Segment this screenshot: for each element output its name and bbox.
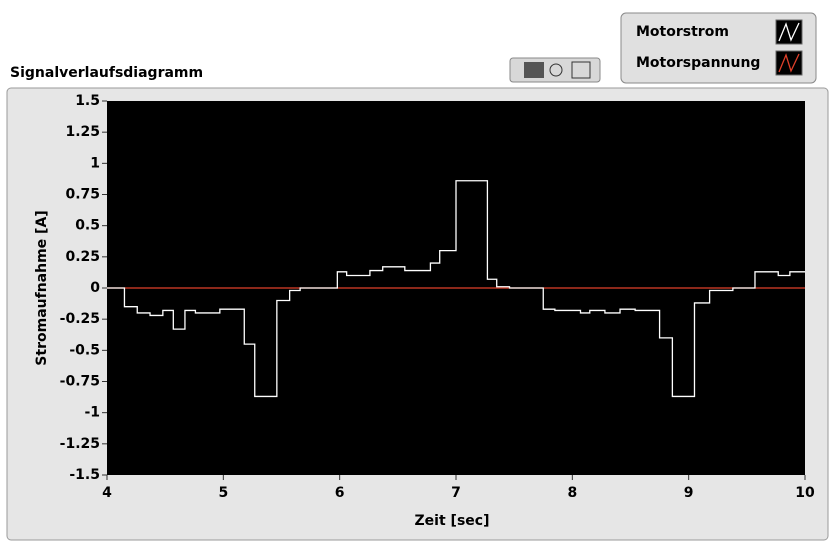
legend-line [778, 53, 800, 73]
zoom-tool[interactable] [549, 63, 563, 77]
y-tick-label: 0 [90, 280, 100, 296]
y-tick-label: -0.25 [60, 311, 100, 327]
data-line [107, 180, 805, 398]
y-tick-label: 1.5 [75, 93, 100, 109]
x-tick-label: 10 [795, 485, 815, 501]
y-tick-label: 0.5 [75, 218, 100, 234]
x-axis-label: Zeit [sec] [415, 513, 490, 529]
legend [620, 12, 817, 84]
y-tick-label: 0.25 [65, 249, 100, 265]
y-tick-label: 1 [90, 155, 100, 171]
x-tick-label: 8 [567, 485, 577, 501]
x-tick-label: 4 [102, 485, 112, 501]
y-tick-label: 0.75 [65, 187, 100, 203]
y-tick-label: -0.75 [60, 374, 100, 390]
x-tick-label: 6 [335, 485, 345, 501]
y-tick-label: -0.5 [69, 342, 100, 358]
pan-tool[interactable] [571, 61, 591, 79]
y-tick-label: -1.25 [60, 436, 100, 452]
legend-label: Motorspannung [636, 55, 760, 71]
graph-tools[interactable] [509, 57, 601, 83]
x-tick-label: 7 [451, 485, 461, 501]
y-tick-label: -1.5 [69, 467, 100, 483]
y-tick-label: 1.25 [65, 124, 100, 140]
cursor-tool[interactable] [524, 62, 544, 78]
y-axis-label: Stromaufnahme [A] [34, 210, 50, 365]
x-tick-label: 5 [218, 485, 228, 501]
chart-title: Signalverlaufsdiagramm [10, 65, 203, 81]
y-tick-label: -1 [84, 405, 100, 421]
legend-line [778, 22, 800, 42]
legend-label: Motorstrom [636, 24, 729, 40]
x-tick-label: 9 [684, 485, 694, 501]
